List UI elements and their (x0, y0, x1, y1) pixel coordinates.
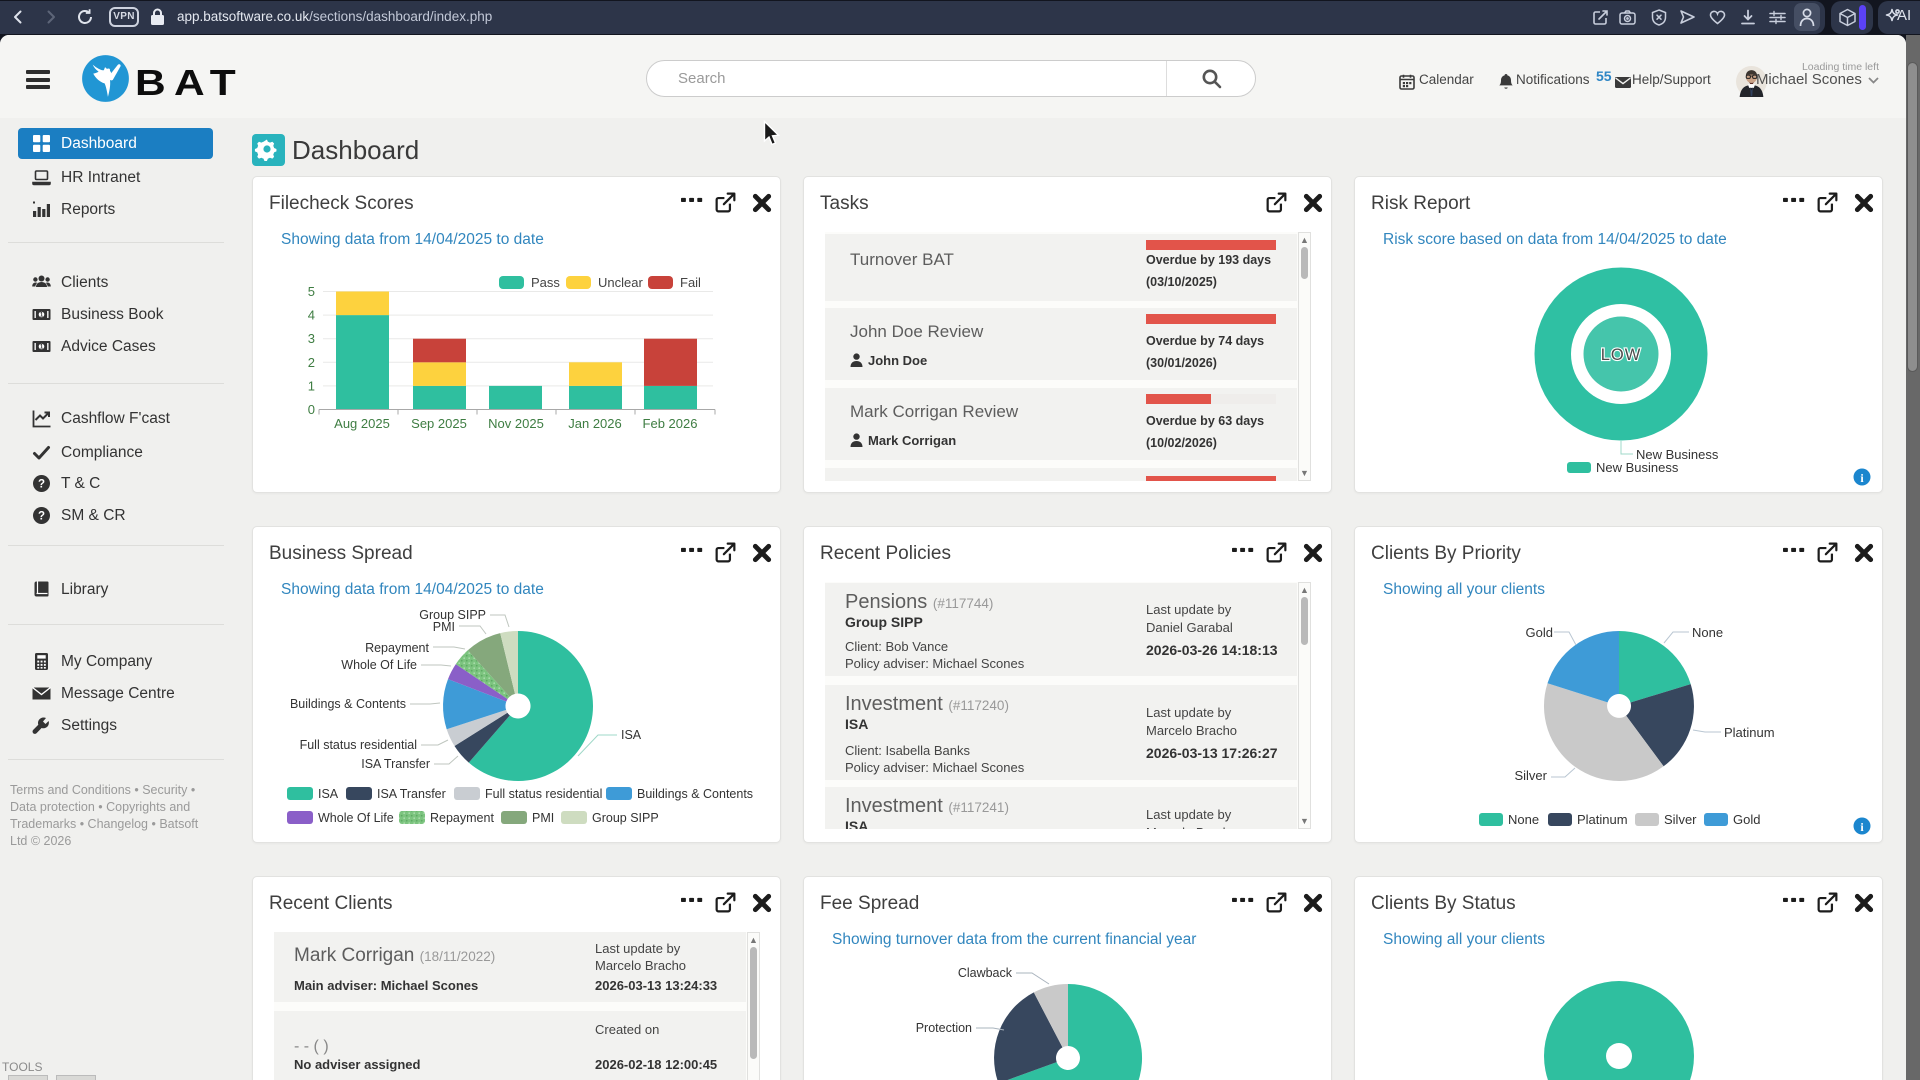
svg-text:Group SIPP: Group SIPP (419, 608, 486, 622)
svg-text:Repayment: Repayment (365, 641, 429, 655)
svg-text:ISA: ISA (621, 728, 642, 742)
svg-text:Nov 2025: Nov 2025 (488, 416, 544, 431)
svg-text:Pass: Pass (531, 275, 560, 290)
svg-text:i: i (1860, 820, 1864, 834)
svg-text:Sep 2025: Sep 2025 (411, 416, 467, 431)
svg-text:Whole Of Life: Whole Of Life (318, 811, 394, 825)
svg-text:0: 0 (308, 402, 315, 417)
svg-text:Feb 2026: Feb 2026 (643, 416, 698, 431)
svg-text:i: i (1860, 471, 1864, 485)
svg-text:Silver: Silver (1664, 812, 1697, 827)
svg-text:Whole Of Life: Whole Of Life (341, 658, 417, 672)
svg-text:5: 5 (308, 284, 315, 299)
svg-text:Platinum: Platinum (1724, 725, 1775, 740)
svg-text:LOW: LOW (1601, 346, 1642, 364)
svg-text:Gold: Gold (1733, 812, 1760, 827)
svg-text:Platinum: Platinum (1577, 812, 1628, 827)
svg-text:Full status residential: Full status residential (485, 787, 602, 801)
svg-text:None: None (1692, 625, 1723, 640)
svg-text:PMI: PMI (433, 620, 455, 634)
svg-text:None: None (1508, 812, 1539, 827)
svg-text:Fail: Fail (680, 275, 701, 290)
svg-text:ISA Transfer: ISA Transfer (361, 757, 430, 771)
svg-text:Unclear: Unclear (598, 275, 643, 290)
svg-text:1: 1 (40, 345, 44, 351)
svg-text:3: 3 (308, 331, 315, 346)
svg-text:New Business: New Business (1596, 460, 1679, 475)
svg-text:?: ? (38, 511, 45, 523)
svg-text:Aug 2025: Aug 2025 (334, 416, 390, 431)
svg-text:ISA Transfer: ISA Transfer (377, 787, 446, 801)
svg-text:Silver: Silver (1514, 768, 1547, 783)
svg-text:Buildings & Contents: Buildings & Contents (637, 787, 753, 801)
svg-text:Jan 2026: Jan 2026 (568, 416, 622, 431)
svg-text:Gold: Gold (1526, 625, 1553, 640)
svg-text:1: 1 (308, 378, 315, 393)
svg-text:Clawback: Clawback (958, 966, 1013, 980)
svg-text:Full status residential: Full status residential (300, 738, 417, 752)
svg-text:PMI: PMI (532, 811, 554, 825)
svg-text:2: 2 (308, 355, 315, 370)
svg-text:4: 4 (308, 308, 315, 323)
svg-text:New Business: New Business (1636, 447, 1719, 462)
svg-text:Buildings & Contents: Buildings & Contents (290, 697, 406, 711)
svg-text:Protection: Protection (916, 1021, 972, 1035)
svg-text:?: ? (38, 479, 45, 491)
svg-text:Group SIPP: Group SIPP (592, 811, 659, 825)
svg-text:ISA: ISA (318, 787, 339, 801)
svg-text:1: 1 (40, 313, 44, 319)
svg-text:Repayment: Repayment (430, 811, 494, 825)
